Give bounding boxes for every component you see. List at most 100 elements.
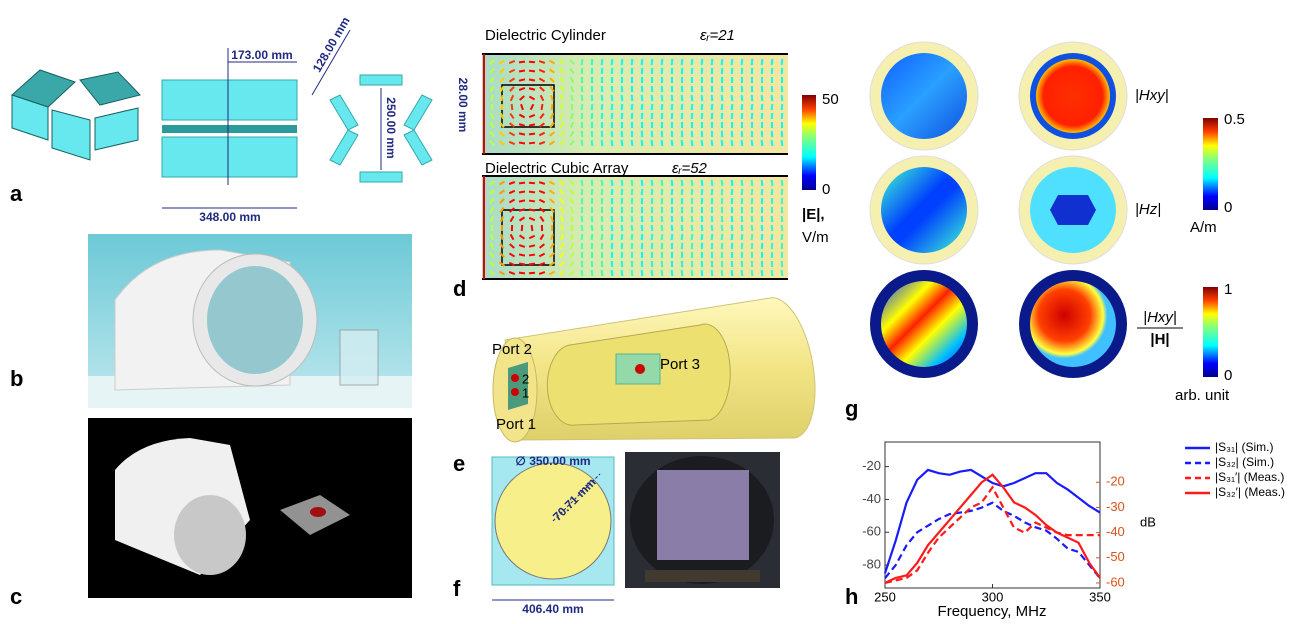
x-tick-label: 300 — [982, 589, 1004, 604]
y-tick-label: -20 — [862, 458, 881, 473]
field-arrow — [682, 189, 683, 195]
field-arrow — [612, 95, 613, 101]
shape — [360, 172, 402, 182]
photo-shape — [657, 470, 749, 560]
field-arrow — [582, 140, 583, 146]
field-arrow — [519, 143, 525, 144]
field-arrow — [542, 104, 543, 110]
field-arrow — [712, 59, 713, 65]
field-arrow — [592, 189, 593, 195]
y2-tick-label: -60 — [1106, 574, 1125, 589]
field-arrow — [519, 79, 525, 80]
panel-label: d — [453, 276, 466, 301]
field-arrow — [752, 140, 753, 146]
colorbar — [1203, 287, 1218, 377]
field-arrow — [529, 273, 535, 274]
field-arrow — [782, 234, 783, 240]
field-arrow — [702, 270, 703, 276]
field-arrow — [571, 234, 572, 240]
field-arrow — [582, 189, 583, 195]
colorbar-unit: arb. unit — [1175, 387, 1230, 404]
panel-d: Dielectric Cylinder εᵣ=21 Dielectric Cub… — [453, 27, 839, 301]
panel-label: f — [453, 576, 461, 601]
field-arrow — [532, 225, 533, 231]
field-arrow — [772, 189, 773, 195]
field-arrow — [712, 104, 713, 110]
field-arrow — [662, 225, 663, 231]
field-arrow — [742, 270, 743, 276]
shape — [162, 125, 297, 133]
field-arrow — [762, 95, 763, 101]
field-arrow — [742, 104, 743, 110]
dim-label: 173.00 mm — [231, 48, 292, 62]
colorbar-max: 50 — [822, 91, 839, 108]
field-arrow — [652, 189, 653, 195]
panel-label: e — [453, 451, 465, 476]
field-arrow — [702, 95, 703, 101]
field-arrow — [622, 189, 623, 195]
field-arrow — [519, 62, 525, 63]
field-arrow — [702, 189, 703, 195]
row-label: |Hz| — [1135, 201, 1161, 218]
field-arrow — [692, 189, 693, 195]
shape — [80, 72, 140, 105]
field-arrow — [682, 180, 683, 186]
field-arrow — [592, 270, 593, 276]
field-arrow — [572, 95, 573, 101]
field-arrow — [632, 270, 633, 276]
field-arrow — [529, 209, 535, 210]
field-arrow — [742, 59, 743, 65]
colorbar-unit: A/m — [1190, 219, 1217, 236]
field-arrow — [491, 234, 492, 240]
field-arrow — [662, 59, 663, 65]
field-arrow — [682, 140, 683, 146]
field-arrow — [752, 59, 753, 65]
colorbar-min: 0 — [822, 181, 830, 198]
field-arrow — [752, 180, 753, 186]
panel-f: ∅ 350.00 mm 70.71 mm 406.40 mm f — [453, 452, 780, 616]
field-arrow — [561, 95, 562, 101]
field-arrow — [622, 225, 623, 231]
field-arrow — [762, 225, 763, 231]
field-arrow — [782, 225, 783, 231]
field-arrow — [712, 270, 713, 276]
field-arrow — [529, 264, 535, 265]
field-arrow — [662, 140, 663, 146]
field-arrow — [732, 189, 733, 195]
field-arrow — [529, 192, 535, 193]
field-map — [1030, 281, 1116, 367]
photo-shape — [310, 507, 326, 517]
field-arrow — [622, 234, 623, 240]
field-arrow — [642, 234, 643, 240]
field-arrow — [519, 273, 525, 274]
subtitle: εᵣ=52 — [672, 160, 708, 177]
field-arrow — [582, 234, 583, 240]
field-arrow — [519, 264, 525, 265]
field-arrow — [732, 225, 733, 231]
field-arrow — [582, 225, 583, 231]
field-arrow — [732, 59, 733, 65]
x-tick-label: 350 — [1089, 589, 1111, 604]
field-arrow — [519, 200, 525, 201]
shape — [52, 110, 90, 160]
field-arrow — [722, 180, 723, 186]
field-arrow — [529, 255, 535, 256]
field-arrow — [782, 189, 783, 195]
field-arrow — [642, 140, 643, 146]
field-arrow — [762, 180, 763, 186]
field-arrow — [692, 180, 693, 186]
field-arrow — [582, 104, 583, 110]
field-map — [881, 53, 967, 139]
field-arrow — [622, 270, 623, 276]
field-arrow — [742, 180, 743, 186]
y2-tick-label: -50 — [1106, 549, 1125, 564]
field-arrow — [529, 183, 535, 184]
field-arrow — [642, 189, 643, 195]
field-arrow — [662, 104, 663, 110]
field-arrow — [722, 59, 723, 65]
field-arrow — [529, 62, 535, 63]
field-arrow — [692, 234, 693, 240]
subtitle: εᵣ=21 — [700, 27, 735, 44]
colorbar — [1203, 118, 1218, 210]
field-arrow — [612, 189, 613, 195]
